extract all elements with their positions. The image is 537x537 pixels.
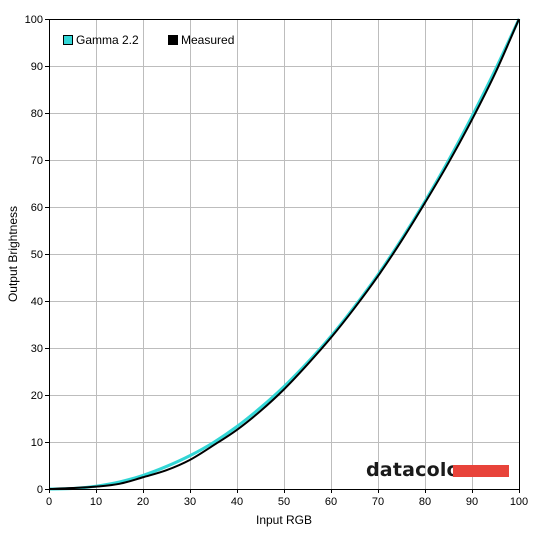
legend-swatch-measured — [168, 35, 178, 45]
x-tick-label: 50 — [278, 496, 290, 508]
tick-labels: 0 10 20 30 40 50 60 70 80 90 100 0 10 20 30 40 50 60 70 80 9… — [25, 14, 529, 508]
legend-label-gamma: Gamma 2.2 — [76, 33, 139, 47]
x-tick-label: 10 — [90, 496, 102, 508]
series-lines — [48, 18, 521, 491]
datacolor-logo: datacolor — [366, 459, 509, 481]
legend: Gamma 2.2 Measured — [63, 33, 234, 47]
y-axis-label: Output Brightness — [6, 206, 20, 302]
y-tick-label: 80 — [31, 108, 43, 120]
y-tick-label: 0 — [37, 484, 43, 496]
logo-text: datacolor — [366, 459, 470, 481]
y-tick-label: 90 — [31, 61, 43, 73]
y-tick-label: 100 — [25, 14, 43, 26]
x-tick-label: 60 — [325, 496, 337, 508]
series-line-gamma — [48, 18, 521, 491]
y-tick-label: 20 — [31, 390, 43, 402]
x-tick-label: 100 — [510, 496, 528, 508]
legend-label-measured: Measured — [181, 33, 234, 47]
x-tick-label: 70 — [372, 496, 384, 508]
legend-swatch-gamma — [63, 35, 73, 45]
y-tick-label: 60 — [31, 202, 43, 214]
y-tick-label: 40 — [31, 296, 43, 308]
y-tick-label: 50 — [31, 249, 43, 261]
x-tick-label: 20 — [137, 496, 149, 508]
y-tick-label: 70 — [31, 155, 43, 167]
x-tick-label: 40 — [231, 496, 243, 508]
y-tick-label: 30 — [31, 343, 43, 355]
y-tick-label: 10 — [31, 437, 43, 449]
x-tick-label: 30 — [184, 496, 196, 508]
x-tick-label: 0 — [46, 496, 52, 508]
x-tick-label: 80 — [419, 496, 431, 508]
logo-bar — [453, 465, 509, 477]
series-line-measured — [48, 18, 520, 490]
x-tick-label: 90 — [466, 496, 478, 508]
x-axis-label: Input RGB — [256, 513, 312, 527]
